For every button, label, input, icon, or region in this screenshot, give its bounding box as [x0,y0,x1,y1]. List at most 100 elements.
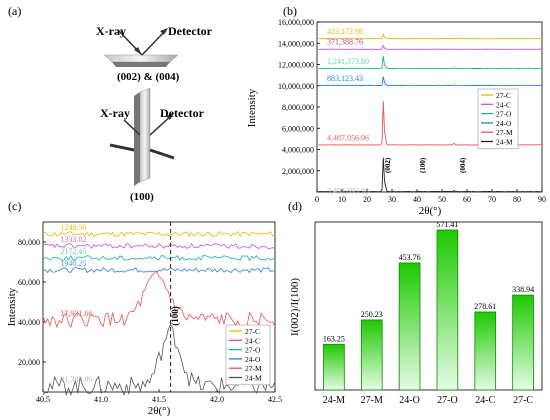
value-label-24-M: 3,491,695.93 [327,186,369,195]
x-axis-label-c: 2θ(°) [148,405,171,417]
bottom-sample-side [134,92,140,186]
x-ticks-c: 40.5 41.0 41.5 42.0 42.5 [36,389,282,404]
legend-b: 27-C24-C27-O24-O27-M24-M [477,88,519,150]
panel-d: (d) 163.25 250.23 453.76 571.41 278.61 338.94… [288,199,543,406]
y-tick-label-c: 40,000 [18,318,40,327]
x-tick-label-b: 0 [315,195,319,204]
plot-frame-d [314,221,543,391]
x-tick-label-b: 90 [538,195,546,204]
series-line-24-O [42,267,276,274]
legend-entry-24-O: 24-O [245,355,261,364]
x-tick-label-c: 42.5 [268,395,282,404]
series-line-27-O [318,56,543,69]
category-label-24-C: 24-C [475,395,495,406]
legend-entry-24-M: 24-M [496,138,513,147]
top-geometry: X-ray Detector (002) & (004) [96,24,213,83]
top-detector-arrowhead [160,28,168,35]
y-tick-label-c: 80,000 [18,238,40,247]
panel-label-b: (b) [283,4,297,18]
value-label-24-M: 21,388.86 [60,375,92,384]
panel-label-d: (d) [288,199,302,213]
bar-value-24-O: 453.76 [399,253,421,262]
value-label-24-O: 1946.25 [60,259,86,268]
y-tick-label-b: 16,000,000 [278,18,314,27]
legend-entry-24-C: 24-C [245,336,260,345]
x-tick-label-b: 20 [363,195,371,204]
value-labels-b: 423,172.98 371,388.76 1,241,373.80 883,123.… [327,27,369,195]
value-label-27-C: 423,172.98 [327,27,363,36]
legend-c: 27-C24-C27-O24-O27-M24-M [225,324,271,386]
series-line-24-M [318,157,542,193]
value-label-27-C: 1248.50 [60,223,86,232]
panel-label-c: (c) [8,199,21,213]
series-line-24-C [318,44,543,50]
series-line-27-C [318,33,543,40]
bottom-xray-continue [109,143,135,152]
value-label-24-C: 371,388.76 [327,38,363,47]
bar-27-M [360,319,383,391]
y-tick-label-b: 8,000,000 [282,103,314,112]
x-ticks-d: 24-M 27-M 24-O 27-O 24-C 27-C [323,395,534,406]
legend-entry-27-C: 27-C [245,327,260,336]
legend-entry-24-O: 24-O [496,119,512,128]
y-tick-label-c: 20,000 [18,358,40,367]
legend-box-c [225,324,271,386]
y-tick-label-b: 10,000,000 [278,82,314,91]
top-xray-arrowhead [134,47,142,55]
bar-27-O [436,229,459,391]
legend-entry-27-C: 27-C [496,91,511,100]
bottom-detector-arrowhead [166,113,174,120]
bottom-caption: (100) [130,191,154,203]
bar-27-C [512,294,534,391]
value-labels-c: 1248.50 1333.02 2172.45 1946.25 17,931.66 21,… [60,223,92,384]
top-detector-beam [141,29,167,56]
x-tick-label-b: 70 [488,195,496,204]
x-tick-label-c: 41.0 [94,395,108,404]
peak-label-b: (002) [384,157,392,173]
value-label-24-O: 883,123.43 [327,74,363,83]
y-tick-label-c: 60,000 [18,278,40,287]
x-tick-label-b: 30 [388,195,396,204]
panel-c: (c) 20,000 40,000 60,000 80,000 40.5 41.0 41.… [6,199,282,417]
y-tick-label-b: 12,000,000 [278,61,314,70]
y-axis-label-d: I(002)/I(100) [289,278,301,336]
bottom-detector-beam [149,114,173,136]
x-axis-label-b: 2θ(°) [419,205,442,217]
panel-b: (b) 2,000,000 4,000,000 6,000,000 8,000,000… [246,4,546,217]
top-xray-label: X-ray [96,24,126,38]
category-label-27-O: 27-O [437,395,458,406]
x-tick-label-b: 50 [438,195,446,204]
value-label-27-M: 17,931.66 [60,309,92,318]
category-label-27-C: 27-C [513,395,533,406]
bottom-geometry: X-ray Detector (100) [100,87,205,203]
series-line-24-O [318,76,543,86]
bar-value-27-O: 571.41 [436,220,458,229]
x-tick-label-c: 41.5 [152,395,166,404]
bar-24-C [474,311,497,391]
x-tick-label-c: 40.5 [36,395,50,404]
y-tick-label-b: 14,000,000 [278,39,314,48]
series-line-24-C [42,242,276,249]
value-labels-d: 163.25 250.23 453.76 571.41 278.61 338.94 [323,220,534,343]
y-axis-label-c: Intensity [6,287,18,326]
legend-entry-27-M: 27-M [245,364,262,373]
bars-d [323,229,534,391]
series-line-27-O [42,254,276,262]
top-detector-label: Detector [168,24,213,38]
top-sample-face [103,54,179,63]
y-ticks-b: 2,000,000 4,000,000 6,000,000 8,000,000 10,0… [278,18,320,176]
category-label-24-M: 24-M [323,395,345,406]
series-b [318,33,543,193]
series-line-27-M [42,270,276,329]
bottom-sample-face [139,87,151,183]
bar-value-27-M: 250.23 [361,310,383,319]
value-label-27-M: 4,487,056.96 [327,133,369,142]
panel-a: (a) X-ray Detector (002) & (004) X-ray D… [8,4,213,203]
legend-entry-27-O: 27-O [496,110,512,119]
y-axis-label-b: Intensity [246,88,258,127]
bar-24-O [398,262,421,391]
legend-entry-24-C: 24-C [496,100,511,109]
value-label-27-O: 1,241,373.80 [327,57,369,66]
x-tick-label-b: 40 [413,195,421,204]
